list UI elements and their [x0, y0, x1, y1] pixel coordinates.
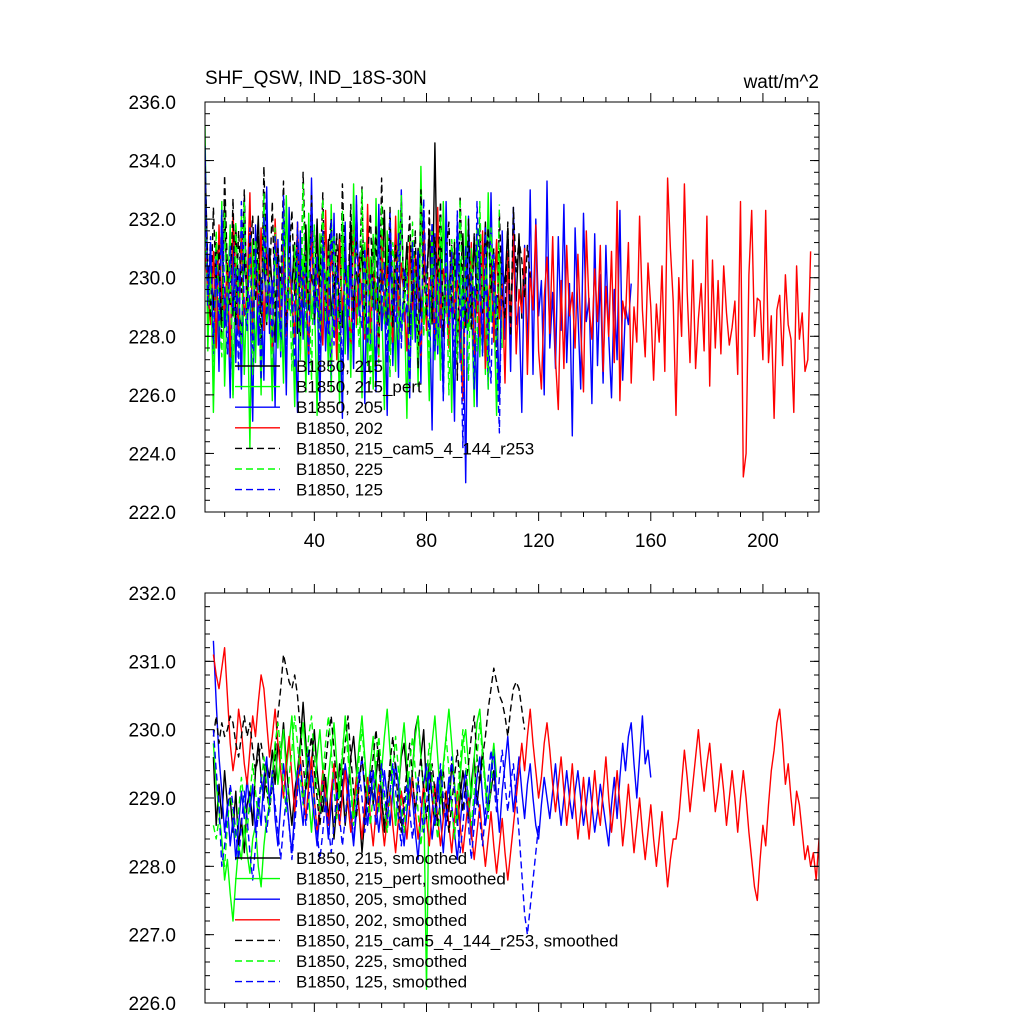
- top-ytick-label: 230.0: [128, 269, 176, 290]
- top-legend-label-4: B1850, 202: [296, 419, 383, 438]
- top-xtick-label: 40: [304, 531, 325, 552]
- bottom-series-line-7: [212, 729, 540, 936]
- bottom-legend-label-2: B1850, 215_pert, smoothed: [296, 870, 506, 889]
- bottom-series-layer: [212, 640, 819, 990]
- top-series-line-5: [205, 165, 531, 381]
- top-xtick-label: 160: [635, 531, 667, 552]
- bottom-legend-label-7: B1850, 125, smoothed: [296, 973, 467, 992]
- top-chart-units: watt/m^2: [743, 72, 819, 93]
- bottom-ytick-label: 231.0: [128, 652, 176, 673]
- bottom-ytick-label: 228.0: [128, 857, 176, 878]
- bottom-legend-label-5: B1850, 215_cam5_4_144_r253, smoothed: [296, 931, 618, 950]
- top-ytick-label: 224.0: [128, 444, 176, 465]
- top-legend-label-6: B1850, 225: [296, 460, 383, 479]
- top-ytick-label: 228.0: [128, 327, 176, 348]
- top-xtick-label: 200: [747, 531, 779, 552]
- bottom-series-line-1: [212, 701, 498, 854]
- top-ticks: 222.0 224.0 226.0 228.0 230.0 232.0 234.0 236.0…: [128, 93, 819, 552]
- top-ytick-label: 234.0: [128, 152, 176, 173]
- top-series-line-4: [205, 177, 812, 478]
- bottom-legend-label-1: B1850, 215, smoothed: [296, 849, 467, 868]
- top-plot-frame: [204, 101, 820, 513]
- top-panel: 222.0 224.0 226.0 228.0 230.0 232.0 234.0 236.0…: [128, 68, 820, 552]
- top-legend-label-5: B1850, 215_cam5_4_144_r253: [296, 439, 534, 458]
- bottom-legend-label-6: B1850, 225, smoothed: [296, 952, 467, 971]
- top-ytick-label: 236.0: [128, 93, 176, 114]
- bottom-series-line-4: [212, 647, 819, 902]
- bottom-legend: B1850, 215, smoothed B1850, 215_pert, smo…: [235, 849, 618, 992]
- bottom-legend-label-3: B1850, 205, smoothed: [296, 890, 467, 909]
- top-legend-label-1: B1850, 215: [296, 357, 383, 376]
- top-legend-label-2: B1850, 215_pert: [296, 378, 422, 397]
- top-legend-label-3: B1850, 205: [296, 398, 383, 417]
- bottom-ytick-label: 229.0: [128, 789, 176, 810]
- bottom-ticks: 226.0 227.0 228.0 229.0 230.0 231.0 232.0: [128, 584, 819, 1015]
- bottom-ytick-label: 227.0: [128, 926, 176, 947]
- top-xtick-label: 120: [523, 531, 555, 552]
- top-series-layer: [205, 125, 812, 484]
- top-legend-label-7: B1850, 125: [296, 481, 383, 500]
- bottom-ytick-label: 232.0: [128, 584, 176, 605]
- top-xtick-label: 80: [416, 531, 437, 552]
- bottom-legend-label-4: B1850, 202, smoothed: [296, 911, 467, 930]
- bottom-ytick-label: 230.0: [128, 721, 176, 742]
- top-ytick-label: 232.0: [128, 210, 176, 231]
- top-chart-title: SHF_QSW, IND_18S-30N: [205, 68, 427, 89]
- top-ytick-label: 222.0: [128, 503, 176, 524]
- bottom-ytick-label: 226.0: [128, 994, 176, 1015]
- top-ytick-label: 226.0: [128, 386, 176, 407]
- bottom-series-line-3: [212, 640, 652, 861]
- bottom-series-line-6: [212, 715, 495, 867]
- top-series-line-7: [205, 175, 503, 449]
- bottom-panel: 226.0 227.0 228.0 229.0 230.0 231.0 232.0 B185…: [128, 584, 820, 1015]
